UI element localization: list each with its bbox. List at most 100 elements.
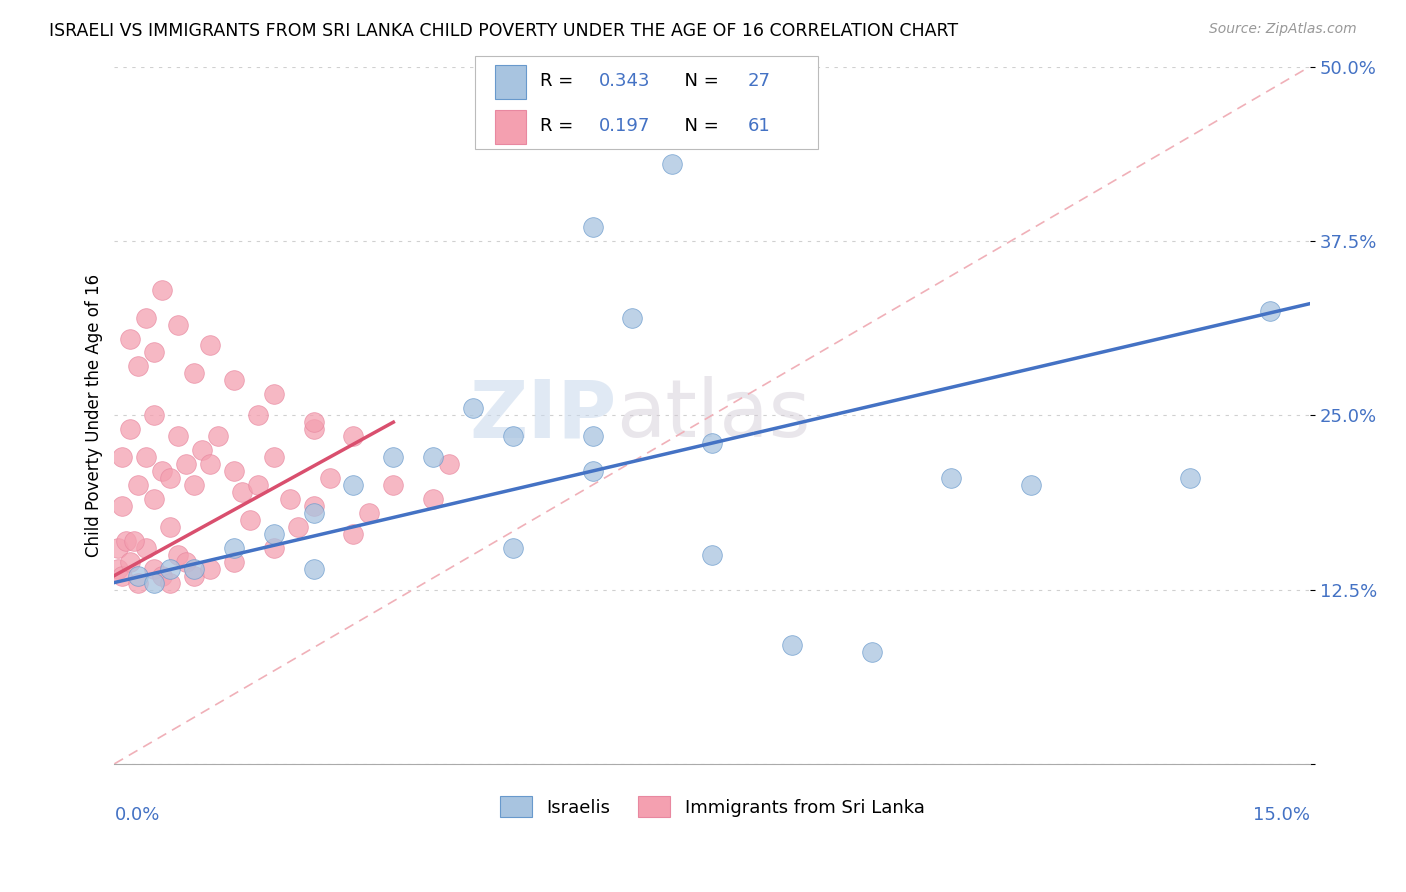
Point <box>207 429 229 443</box>
Point <box>941 471 963 485</box>
Text: Source: ZipAtlas.com: Source: ZipAtlas.com <box>1209 22 1357 37</box>
Point <box>1019 478 1042 492</box>
Point <box>222 541 245 555</box>
Point <box>143 575 166 590</box>
Point <box>581 464 603 478</box>
Point <box>159 561 181 575</box>
Point <box>502 541 524 555</box>
Point <box>359 506 381 520</box>
Point <box>342 429 364 443</box>
Point <box>150 464 173 478</box>
Point <box>111 499 134 513</box>
Point <box>183 367 205 381</box>
Text: 61: 61 <box>748 117 770 135</box>
Point <box>342 526 364 541</box>
Point <box>222 555 245 569</box>
Point <box>382 478 405 492</box>
Text: 15.0%: 15.0% <box>1253 805 1310 823</box>
Text: R =: R = <box>540 72 585 90</box>
Point <box>124 533 146 548</box>
Point <box>302 561 325 575</box>
Point <box>278 491 301 506</box>
Point <box>700 436 723 450</box>
Point <box>127 575 149 590</box>
Point <box>127 359 149 374</box>
Point <box>422 450 444 464</box>
Point <box>183 478 205 492</box>
Point <box>318 471 340 485</box>
Point <box>422 491 444 506</box>
Point <box>581 219 603 234</box>
Point <box>127 478 149 492</box>
Point <box>302 499 325 513</box>
Point <box>621 310 644 325</box>
Point <box>150 568 173 582</box>
Point <box>159 575 181 590</box>
Point <box>143 345 166 359</box>
Point <box>263 526 285 541</box>
Point <box>115 533 138 548</box>
Point <box>111 450 134 464</box>
Point <box>198 457 221 471</box>
Point <box>1258 303 1281 318</box>
Point <box>860 645 883 659</box>
Point <box>780 638 803 652</box>
Point <box>198 561 221 575</box>
Point <box>127 568 149 582</box>
Point <box>111 568 134 582</box>
Point <box>159 471 181 485</box>
Text: atlas: atlas <box>616 376 811 454</box>
Point <box>302 415 325 429</box>
Point <box>174 555 197 569</box>
Point <box>167 548 190 562</box>
Point <box>342 478 364 492</box>
Point <box>263 387 285 401</box>
Point <box>150 283 173 297</box>
Point <box>135 541 157 555</box>
Text: N =: N = <box>673 72 731 90</box>
Text: R =: R = <box>540 117 585 135</box>
Point <box>239 513 262 527</box>
Point <box>135 310 157 325</box>
Point <box>143 408 166 422</box>
Text: 0.343: 0.343 <box>599 72 651 90</box>
Point <box>302 506 325 520</box>
Point <box>183 568 205 582</box>
Text: N =: N = <box>673 117 731 135</box>
Point <box>143 491 166 506</box>
Point <box>174 457 197 471</box>
Point <box>167 429 190 443</box>
Point <box>437 457 460 471</box>
Text: 27: 27 <box>748 72 770 90</box>
Point <box>107 561 129 575</box>
Text: 0.0%: 0.0% <box>114 805 160 823</box>
Point <box>198 338 221 352</box>
Point <box>231 484 253 499</box>
Point <box>246 408 269 422</box>
Y-axis label: Child Poverty Under the Age of 16: Child Poverty Under the Age of 16 <box>86 274 103 557</box>
Point <box>287 520 309 534</box>
Point <box>581 429 603 443</box>
Point <box>302 422 325 436</box>
Point <box>159 520 181 534</box>
Point <box>661 157 683 171</box>
Point <box>222 373 245 387</box>
Point <box>107 541 129 555</box>
Point <box>502 429 524 443</box>
Text: 0.197: 0.197 <box>599 117 651 135</box>
Point <box>461 401 484 416</box>
Point <box>143 561 166 575</box>
Point <box>700 548 723 562</box>
Point <box>167 318 190 332</box>
Point <box>1180 471 1202 485</box>
Point <box>120 422 142 436</box>
Text: ISRAELI VS IMMIGRANTS FROM SRI LANKA CHILD POVERTY UNDER THE AGE OF 16 CORRELATI: ISRAELI VS IMMIGRANTS FROM SRI LANKA CHI… <box>49 22 959 40</box>
Point <box>222 464 245 478</box>
Text: ZIP: ZIP <box>470 376 616 454</box>
Point <box>120 555 142 569</box>
Point <box>382 450 405 464</box>
Point <box>191 443 214 458</box>
Point <box>135 450 157 464</box>
Point <box>263 450 285 464</box>
Point <box>120 332 142 346</box>
